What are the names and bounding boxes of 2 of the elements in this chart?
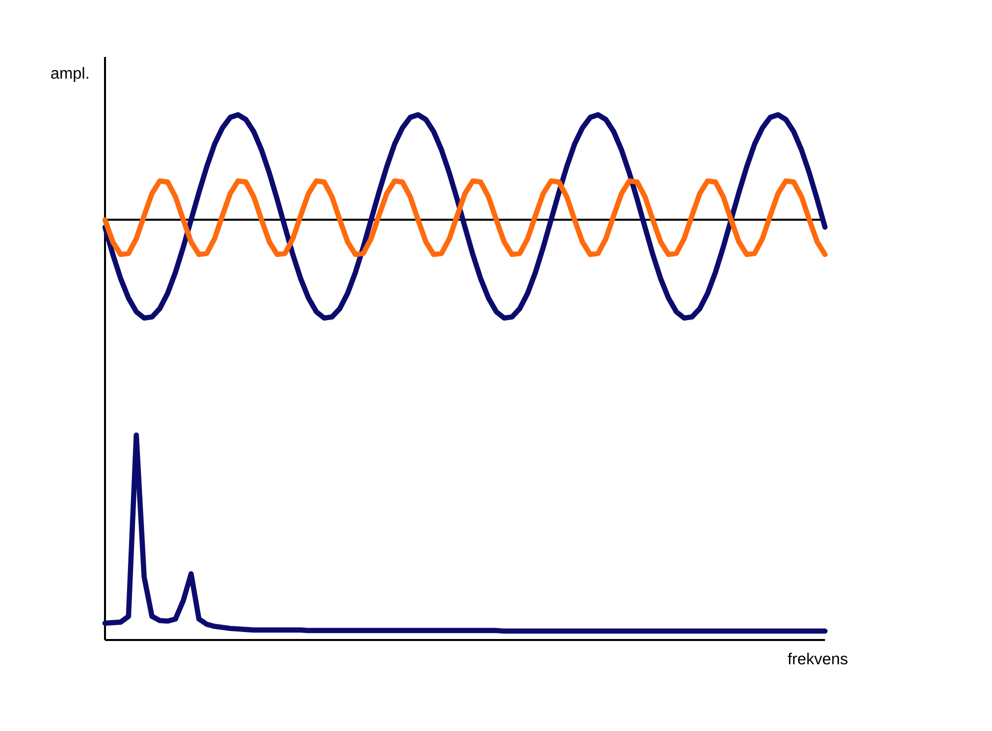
x-axis-title: frekvens (788, 652, 848, 664)
y-axis-title: ampl. (51, 67, 88, 82)
